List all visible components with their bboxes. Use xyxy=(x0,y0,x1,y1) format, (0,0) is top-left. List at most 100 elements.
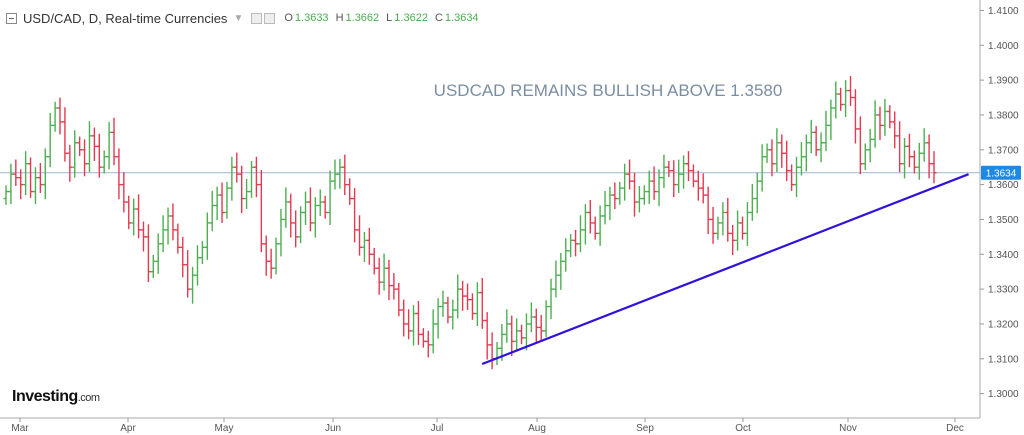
price-tick-label: 1.3700 xyxy=(988,145,1019,156)
time-tick-label: Mar xyxy=(11,423,29,434)
ohlc-bar xyxy=(558,252,564,290)
ohlc-bar xyxy=(357,215,363,256)
ohlc-bar xyxy=(317,189,323,216)
ohlc-bar xyxy=(361,231,367,262)
ohlc-bar xyxy=(288,193,294,238)
ohlc-bar xyxy=(450,299,456,330)
ohlc-bar xyxy=(631,172,637,217)
ohlc-bar xyxy=(705,186,711,235)
price-tick-label: 1.3800 xyxy=(988,110,1019,121)
ohlc-bar xyxy=(67,144,73,182)
ohlc-bar xyxy=(803,134,809,172)
ohlc-bar xyxy=(52,101,58,132)
ohlc-bar xyxy=(77,136,83,157)
ohlc-bar xyxy=(882,98,888,136)
ohlc-bar xyxy=(460,280,466,311)
ohlc-bar xyxy=(543,300,549,338)
ohlc-bar xyxy=(234,152,240,183)
ohlc-bar xyxy=(661,154,667,189)
ohlc-bar xyxy=(96,133,102,178)
ohlc-bar xyxy=(681,155,687,189)
ohlc-bar xyxy=(13,159,19,187)
price-axis: 1.4100 1.4000 1.3900 1.3800 1.3700 1.3600 1.35… xyxy=(980,6,1019,400)
ohlc-bar xyxy=(798,142,804,176)
ohlc-bar xyxy=(690,164,696,188)
ohlc-bar xyxy=(268,248,274,279)
visibility-icon[interactable] xyxy=(264,12,276,24)
open-label: O xyxy=(284,12,293,24)
ohlc-bar xyxy=(435,298,441,339)
ohlc-bar xyxy=(239,165,245,214)
ohlc-bar xyxy=(420,328,426,348)
ohlc-bar xyxy=(592,216,598,240)
ohlc-bar xyxy=(764,143,770,164)
ohlc-bar xyxy=(887,105,893,129)
ohlc-bar xyxy=(902,137,908,179)
ohlc-bar xyxy=(28,157,34,198)
ohlc-bar xyxy=(244,179,250,209)
support-trendline[interactable] xyxy=(481,173,969,366)
ohlc-bar xyxy=(740,216,746,240)
ohlc-bar xyxy=(519,324,525,345)
ohlc-bar xyxy=(735,210,741,251)
ohlc-bar xyxy=(926,134,932,179)
collapse-icon[interactable] xyxy=(6,12,17,24)
chevron-down-icon[interactable]: ▼ xyxy=(233,12,244,24)
ohlc-bar xyxy=(106,121,112,170)
ohlc-bar xyxy=(430,309,436,354)
open-value: 1.3633 xyxy=(294,12,329,24)
close-value: 1.3634 xyxy=(444,12,479,24)
ohlc-bar xyxy=(37,163,43,193)
ohlc-bar xyxy=(666,160,672,177)
ohlc-bar xyxy=(253,156,259,198)
ohlc-bar xyxy=(769,139,775,177)
ohlc-bar xyxy=(906,133,912,168)
ohlc-bar xyxy=(371,248,377,275)
ohlc-bar xyxy=(695,170,701,201)
ohlc-bar xyxy=(617,181,623,205)
ohlc-bar xyxy=(499,323,505,361)
ohlc-bar xyxy=(538,314,544,342)
ohlc-bar xyxy=(730,225,736,255)
ohlc-bar xyxy=(494,342,500,366)
ohlc-bar xyxy=(479,277,485,329)
ohlc-bar xyxy=(150,254,156,278)
ohlc-bar xyxy=(573,229,579,257)
time-tick-label: Dec xyxy=(946,423,964,434)
ohlc-bar xyxy=(646,170,652,205)
ohlc-bar xyxy=(877,106,883,141)
time-tick-label: Nov xyxy=(839,423,857,434)
ohlc-bar xyxy=(62,107,68,162)
ohlc-bar xyxy=(838,87,844,111)
ohlc-bar xyxy=(199,241,205,265)
ohlc-bar xyxy=(337,158,343,189)
ohlc-bar xyxy=(774,128,780,173)
ohlc-bar xyxy=(170,203,176,241)
ohlc-bar xyxy=(568,234,574,258)
ohlc-bar xyxy=(504,309,510,343)
symbol-label[interactable]: USD/CAD, D, Real-time Currencies xyxy=(23,10,228,26)
ohlc-bar xyxy=(8,163,14,205)
ohlc-bar xyxy=(676,159,682,193)
ohlc-bar xyxy=(484,312,490,360)
ohlc-bar xyxy=(754,172,760,214)
ohlc-bar xyxy=(293,210,299,248)
ohlc-bar xyxy=(376,257,382,295)
settings-icon[interactable] xyxy=(251,12,263,24)
ohlc-bar xyxy=(489,332,495,370)
ohlc-bar xyxy=(577,215,583,253)
ohlc-bar xyxy=(867,128,873,163)
ohlc-bar xyxy=(258,169,264,253)
ohlc-bar xyxy=(273,237,279,275)
ohlc-bar xyxy=(263,235,269,276)
last-price-value: 1.3634 xyxy=(986,168,1017,179)
price-tick-label: 1.3100 xyxy=(988,354,1019,365)
time-axis: Mar Apr May Jun Jul Aug Sep Oct Nov Dec xyxy=(11,418,964,434)
chart-header: USD/CAD, D, Real-time Currencies ▼ O 1.36… xyxy=(6,9,479,27)
ohlc-bar xyxy=(72,130,78,178)
close-label: C xyxy=(434,12,443,24)
ohlc-bar xyxy=(445,296,451,324)
ohlc-bar xyxy=(474,282,480,327)
price-tick-label: 1.4100 xyxy=(988,6,1019,17)
